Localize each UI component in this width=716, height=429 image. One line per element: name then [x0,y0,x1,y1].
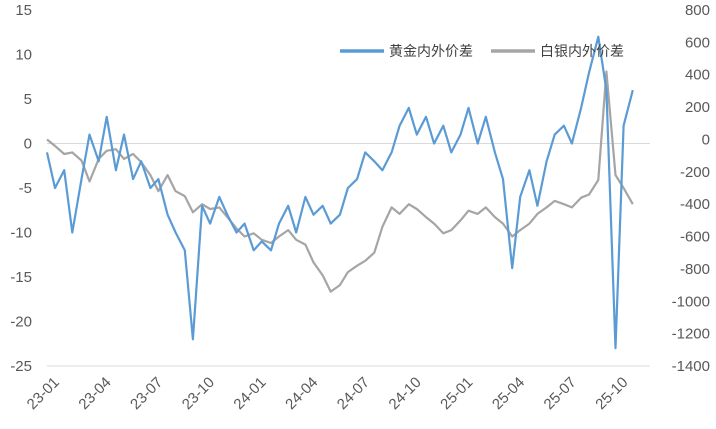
left-tick-label: 5 [24,91,32,108]
right-tick-label: -200 [680,164,710,181]
left-tick-label: -15 [10,269,32,286]
x-tick-label: 23-04 [75,374,114,413]
right-tick-label: -1200 [672,326,710,343]
series-layer [45,35,634,350]
right-tick-label: -600 [680,229,710,246]
x-tick-label: 23-01 [24,374,63,413]
right-tick-label: -1400 [672,358,710,375]
series-line-gold [45,35,634,350]
legend-label-silver: 白银内外价差 [540,44,624,60]
left-tick-label: 10 [15,47,32,64]
right-tick-label: 0 [702,131,710,148]
right-tick-label: -800 [680,261,710,278]
right-tick-label: -1000 [672,293,710,310]
x-tick-label: 24-10 [386,374,425,413]
x-tick-label: 25-07 [541,374,580,413]
x-tick-label: 24-01 [230,374,269,413]
left-tick-label: 0 [24,136,32,153]
right-tick-label: -400 [680,196,710,213]
legend: 黄金内外价差 白银内外价差 [340,43,624,60]
left-tick-label: -10 [10,225,32,242]
x-tick-label: 25-04 [489,374,528,413]
left-axis-ticks: 15 10 5 0 -5 -10 -15 -20 -25 [10,2,32,375]
x-tick-label: 24-04 [282,374,321,413]
right-tick-label: 400 [685,67,710,84]
legend-label-gold: 黄金内外价差 [389,43,473,60]
right-tick-label: 600 [685,34,710,51]
x-tick-label: 24-07 [334,374,373,413]
right-axis-ticks: 800 600 400 200 0 -200 -400 -600 -800 -1000 -1200 -… [672,2,710,375]
left-tick-label: -5 [19,180,32,197]
x-tick-label: 23-07 [127,374,166,413]
left-tick-label: -20 [10,314,32,331]
right-tick-label: 200 [685,99,710,116]
x-tick-label: 25-10 [592,374,631,413]
x-tick-label: 23-10 [179,374,218,413]
x-tick-label: 25-01 [437,374,476,413]
left-tick-label: 15 [15,2,32,19]
left-tick-label: -25 [10,358,32,375]
right-tick-label: 800 [685,2,710,19]
x-axis-ticks: 23-01 23-04 23-07 23-10 24-01 24-04 24-07 24-10… [24,374,632,413]
series-line-silver [46,70,634,293]
